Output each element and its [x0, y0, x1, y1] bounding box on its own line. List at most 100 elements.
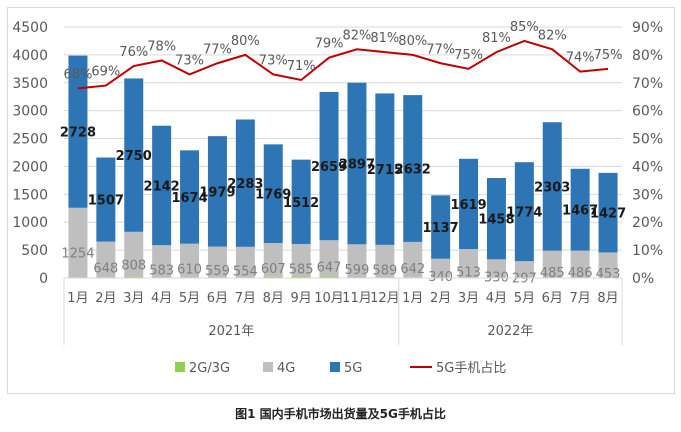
data-label-4g: 585: [289, 262, 314, 277]
data-label-share: 85%: [510, 20, 539, 35]
data-label-4g: 485: [540, 266, 565, 281]
data-label-4g: 607: [261, 262, 286, 277]
bar-4G: [68, 207, 88, 278]
data-label-share: 73%: [259, 53, 288, 68]
bar-4G: [291, 243, 311, 277]
y-tick-label: 500: [21, 243, 48, 259]
legend-swatch: [330, 362, 340, 372]
x-tick-label: 2月: [95, 291, 116, 306]
bar-5G: [542, 122, 562, 251]
bar-2G-3G: [263, 276, 283, 278]
bar-5G: [486, 177, 506, 260]
bar-5G: [291, 159, 311, 244]
bar-4G: [431, 258, 451, 278]
data-label-5g: 1674: [171, 191, 207, 206]
data-label-5g: 2659: [311, 160, 347, 175]
x-tick-label: 4月: [151, 291, 172, 306]
bar-4G: [403, 241, 423, 278]
bar-5G: [263, 144, 283, 244]
y2-tick-label: 50%: [632, 132, 663, 148]
bar-5G: [124, 78, 144, 232]
y2-tick-label: 0%: [632, 271, 654, 287]
bar-5G: [403, 95, 423, 242]
data-label-4g: 554: [233, 264, 258, 279]
y2-tick-label: 30%: [632, 187, 663, 203]
y-tick-label: 4000: [12, 48, 48, 64]
bar-5G: [96, 157, 116, 242]
bar-4G: [598, 252, 618, 278]
data-label-share: 68%: [63, 67, 92, 82]
y-tick-label: 1500: [12, 187, 48, 203]
bar-5G: [375, 93, 395, 245]
data-label-5g: 2142: [144, 179, 180, 194]
y2-tick-label: 90%: [632, 20, 663, 36]
bar-2G-3G: [291, 276, 311, 278]
data-label-4g: 559: [205, 264, 230, 279]
bar-4G: [514, 261, 534, 278]
bar-4G: [486, 259, 506, 278]
y-tick-label: 2500: [12, 132, 48, 148]
y2-tick-label: 60%: [632, 104, 663, 120]
data-label-5g: 2632: [395, 163, 431, 178]
data-label-share: 80%: [398, 34, 427, 49]
data-label-5g: 2303: [534, 180, 570, 195]
legend-label: 2G/3G: [189, 361, 230, 376]
data-label-4g: 642: [400, 262, 425, 277]
x-tick-label: 3月: [123, 291, 144, 306]
data-label-5g: 1507: [88, 194, 124, 209]
data-label-5g: 2897: [339, 158, 375, 173]
x-tick-label: 6月: [207, 291, 228, 306]
bar-5G: [459, 158, 479, 250]
x-tick-label: 3月: [458, 291, 479, 306]
x-tick-label: 9月: [291, 291, 312, 306]
data-label-share: 79%: [315, 37, 344, 52]
y-tick-label: 2000: [12, 159, 48, 175]
bar-4G: [542, 250, 562, 278]
data-label-5g: 2283: [227, 177, 263, 192]
data-label-share: 82%: [342, 28, 371, 43]
x-tick-label: 8月: [263, 291, 284, 306]
x-group-label: 2021年: [208, 324, 254, 339]
bar-5G: [180, 150, 200, 244]
x-tick-label: 1月: [402, 291, 423, 306]
data-label-share: 77%: [426, 42, 455, 57]
data-label-4g: 513: [456, 265, 481, 280]
data-label-5g: 1458: [478, 213, 514, 228]
x-tick-label: 7月: [570, 291, 591, 306]
y2-tick-label: 20%: [632, 215, 663, 231]
chart-frame: [7, 7, 675, 394]
data-label-5g: 1979: [199, 185, 235, 200]
y-tick-label: 1000: [12, 215, 48, 231]
y2-tick-label: 40%: [632, 159, 663, 175]
data-label-4g: 610: [177, 263, 202, 278]
line-5g-share: [77, 39, 609, 90]
x-tick-label: 11月: [342, 291, 372, 306]
y-tick-label: 3500: [12, 76, 48, 92]
y-tick-label: 4500: [12, 20, 48, 36]
data-label-4g: 648: [93, 262, 118, 277]
data-label-share: 69%: [91, 65, 120, 80]
data-label-share: 78%: [147, 39, 176, 54]
data-label-5g: 1774: [506, 206, 542, 221]
bar-5G: [207, 136, 227, 247]
data-label-share: 81%: [482, 31, 511, 46]
legend-label: 5G: [344, 361, 362, 376]
data-label-share: 71%: [287, 59, 316, 74]
bar-4G: [459, 249, 479, 278]
x-tick-label: 8月: [597, 291, 618, 306]
data-label-4g: 808: [121, 258, 146, 273]
data-label-4g: 583: [149, 263, 174, 278]
x-group-label: 2022年: [487, 324, 533, 339]
bar-5G: [570, 168, 590, 251]
x-tick-label: 10月: [314, 291, 344, 306]
bar-5G: [235, 119, 255, 247]
chart: 0 500 1000 1500 2000 2500 3000 3500 4000 4500 0% 10…: [12, 20, 663, 376]
bar-4G: [152, 245, 172, 278]
legend-swatch: [175, 362, 185, 372]
y-tick-label: 0: [39, 271, 48, 287]
y2-tick-label: 80%: [632, 48, 663, 64]
bar-5G: [68, 55, 88, 208]
chart-title: 图1 国内手机市场出货量及5G手机占比: [235, 407, 446, 421]
data-label-share: 75%: [454, 48, 483, 63]
data-label-4g: 453: [596, 267, 621, 282]
